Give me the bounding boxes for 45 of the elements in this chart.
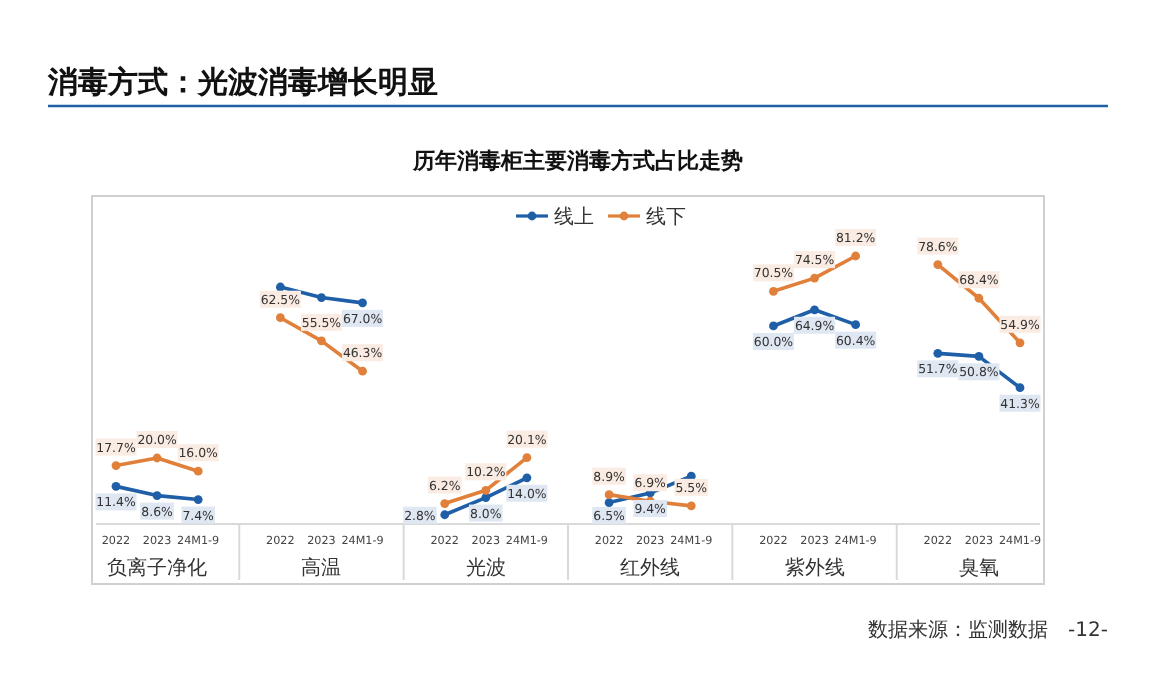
point <box>358 366 367 376</box>
point <box>933 348 943 358</box>
text: -12- <box>1068 620 1109 642</box>
point <box>481 485 491 495</box>
point <box>810 273 819 283</box>
text: 负离子净化 <box>107 556 208 580</box>
point <box>851 251 861 261</box>
text: 高温 <box>301 556 342 580</box>
point <box>604 490 614 500</box>
source-note: 数据来源：监测数据 <box>868 618 1049 642</box>
point <box>604 498 614 507</box>
chart-subtitle: 历年消毒柜主要消毒方式占比走势 <box>411 148 743 174</box>
point <box>769 321 778 331</box>
point <box>974 351 984 361</box>
point <box>1015 383 1025 393</box>
point <box>152 491 162 501</box>
point <box>933 260 943 269</box>
text: 紫外线 <box>784 556 845 580</box>
point <box>851 320 861 330</box>
point <box>193 495 203 504</box>
point <box>686 501 696 511</box>
point <box>275 313 285 323</box>
point <box>974 293 984 303</box>
point <box>152 453 162 463</box>
point <box>522 473 532 483</box>
point <box>111 461 121 470</box>
point <box>481 493 491 502</box>
text: 光波 <box>465 556 506 580</box>
point <box>1015 338 1025 348</box>
point <box>275 282 285 292</box>
point <box>769 286 778 296</box>
point <box>522 453 532 463</box>
point <box>810 305 819 315</box>
legend-label: 线上 <box>554 205 594 229</box>
point <box>440 510 450 520</box>
text: 臭氧 <box>958 556 999 580</box>
point <box>317 336 326 346</box>
point <box>358 298 367 308</box>
chart-title: 消毒方式：光波消毒增长明显 <box>46 64 438 100</box>
text: 红外线 <box>620 556 681 580</box>
point <box>440 499 450 508</box>
point <box>111 481 121 491</box>
legend-label: 线下 <box>646 205 686 229</box>
point <box>193 466 203 476</box>
point <box>317 293 326 302</box>
